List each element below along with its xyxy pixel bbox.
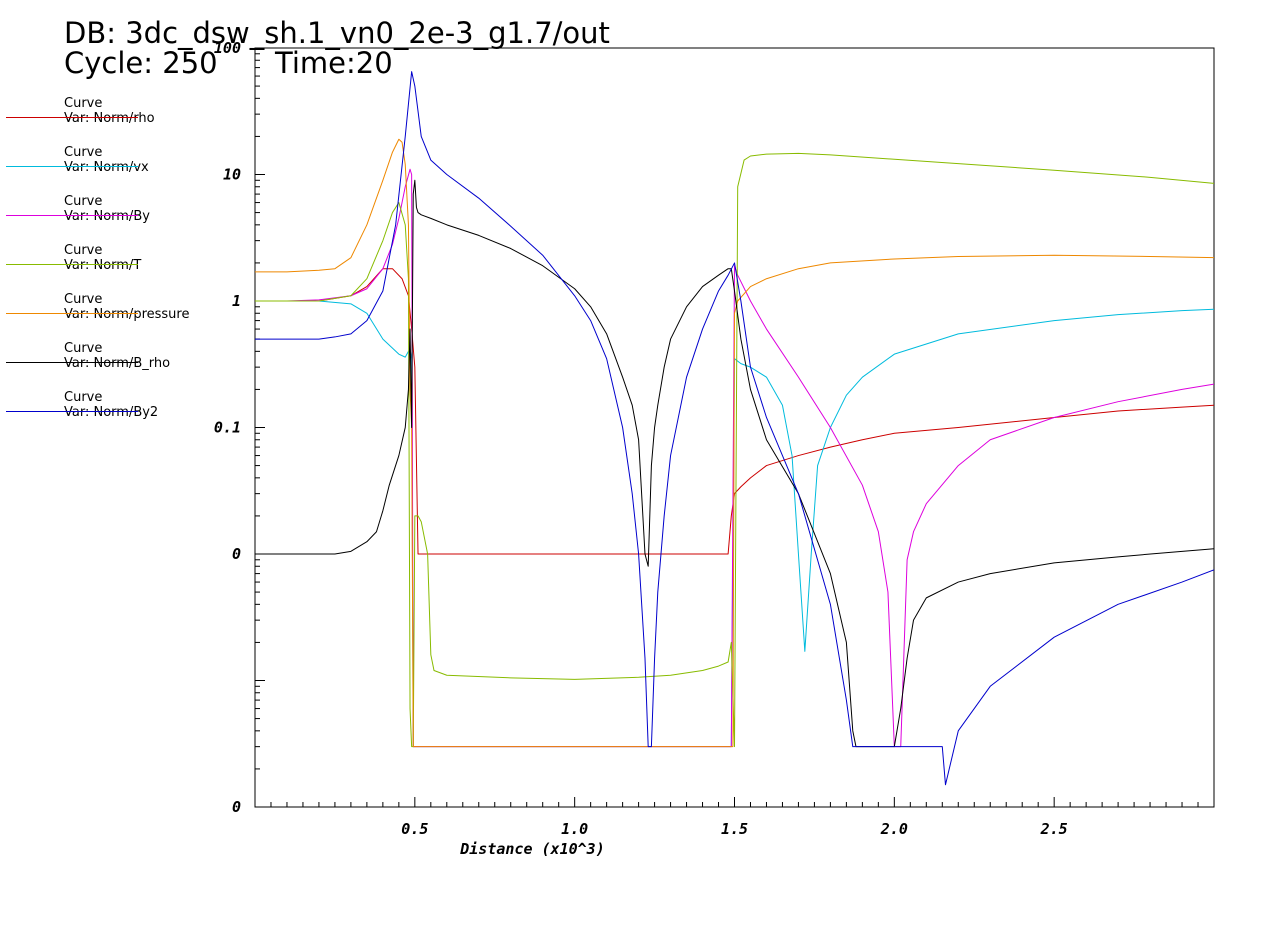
legend-entry-heading: Curve xyxy=(64,96,103,111)
legend-swatch xyxy=(6,166,138,167)
legend-swatch xyxy=(6,215,138,216)
legend-entry-heading: Curve xyxy=(64,243,103,258)
x-tick-label: 0.5 xyxy=(401,820,428,838)
legend-entry: Curve Var: Norm/rho xyxy=(6,97,206,137)
legend-swatch xyxy=(6,411,138,412)
legend-entry-heading: Curve xyxy=(64,390,103,405)
cycle-label: Cycle: 250 xyxy=(64,46,218,80)
legend-entry-variable: Var: Norm/vx xyxy=(64,160,149,175)
y-tick-label: 100 xyxy=(214,39,241,57)
legend-entry: Curve Var: Norm/vx xyxy=(6,146,206,186)
y-tick-label: 10 xyxy=(223,166,241,184)
time-label: Time:20 xyxy=(275,46,393,80)
legend-swatch xyxy=(6,362,138,363)
y-tick-label: 0.1 xyxy=(214,419,241,437)
y-tick-label: 1 xyxy=(232,292,241,310)
series-line xyxy=(255,71,1214,786)
legend-entry-variable: Var: Norm/T xyxy=(64,258,142,273)
legend-swatch xyxy=(6,117,138,118)
legend-swatch xyxy=(6,264,138,265)
legend-entry-variable: Var: Norm/By xyxy=(64,209,150,224)
legend-entry: Curve Var: Norm/T xyxy=(6,244,206,284)
legend-entry-variable: Var: Norm/rho xyxy=(64,111,155,126)
series-line xyxy=(255,268,1214,555)
legend-entry: Curve Var: Norm/By xyxy=(6,195,206,235)
legend-entry-variable: Var: Norm/pressure xyxy=(64,307,190,322)
legend-swatch xyxy=(6,313,138,314)
series-line xyxy=(255,152,1214,748)
legend-entry: Curve Var: Norm/By2 xyxy=(6,391,206,431)
y-tick-label: 0 xyxy=(232,545,241,563)
series-group xyxy=(255,71,1214,786)
legend-entry: Curve Var: Norm/B_rho xyxy=(6,342,206,382)
x-tick-label: 2.0 xyxy=(880,820,908,838)
legend-entry-heading: Curve xyxy=(64,292,103,307)
series-line xyxy=(255,138,1214,748)
legend-entry-variable: Var: Norm/B_rho xyxy=(64,356,171,371)
legend-entry-heading: Curve xyxy=(64,194,103,209)
x-tick-label: 2.5 xyxy=(1040,820,1068,838)
legend-entry-variable: Var: Norm/By2 xyxy=(64,405,159,420)
x-tick-label: 1.0 xyxy=(561,820,588,838)
legend-entry-heading: Curve xyxy=(64,341,103,356)
x-tick-label: 1.5 xyxy=(721,820,748,838)
legend-entry-heading: Curve xyxy=(64,145,103,160)
database-title: DB: 3dc_dsw_sh.1_vn0_2e-3_g1.7/out xyxy=(64,16,610,50)
y-tick-label: 0 xyxy=(232,798,241,816)
x-axis-title: Distance (x10^3) xyxy=(459,840,605,858)
series-line xyxy=(255,168,1214,748)
legend-entry: Curve Var: Norm/pressure xyxy=(6,293,206,333)
